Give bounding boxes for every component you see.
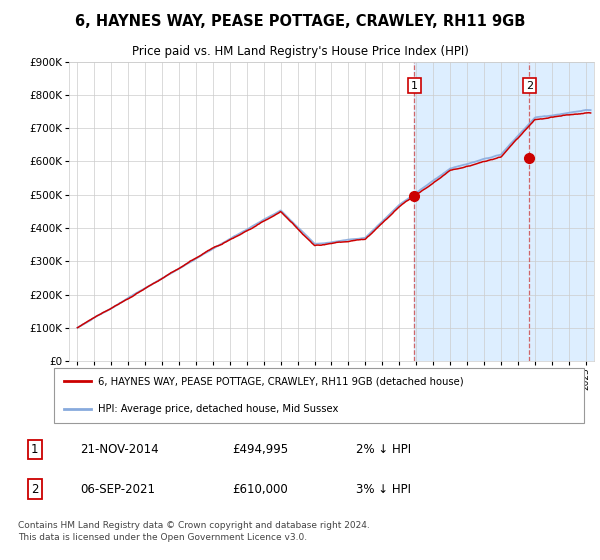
- Text: 2% ↓ HPI: 2% ↓ HPI: [356, 443, 412, 456]
- FancyBboxPatch shape: [53, 367, 584, 423]
- Text: 1: 1: [411, 81, 418, 91]
- Text: Contains HM Land Registry data © Crown copyright and database right 2024.
This d: Contains HM Land Registry data © Crown c…: [18, 521, 370, 543]
- Text: 2: 2: [526, 81, 533, 91]
- Text: 06-SEP-2021: 06-SEP-2021: [80, 483, 155, 496]
- Text: 21-NOV-2014: 21-NOV-2014: [80, 443, 158, 456]
- Text: 6, HAYNES WAY, PEASE POTTAGE, CRAWLEY, RH11 9GB (detached house): 6, HAYNES WAY, PEASE POTTAGE, CRAWLEY, R…: [98, 376, 464, 386]
- Text: 1: 1: [31, 443, 38, 456]
- Text: Price paid vs. HM Land Registry's House Price Index (HPI): Price paid vs. HM Land Registry's House …: [131, 45, 469, 58]
- Text: 6, HAYNES WAY, PEASE POTTAGE, CRAWLEY, RH11 9GB: 6, HAYNES WAY, PEASE POTTAGE, CRAWLEY, R…: [75, 14, 525, 29]
- Bar: [415, 62, 594, 361]
- Text: 3% ↓ HPI: 3% ↓ HPI: [356, 483, 412, 496]
- Text: £610,000: £610,000: [232, 483, 288, 496]
- Text: £494,995: £494,995: [232, 443, 289, 456]
- Text: 2: 2: [31, 483, 38, 496]
- Text: HPI: Average price, detached house, Mid Sussex: HPI: Average price, detached house, Mid …: [98, 404, 338, 414]
